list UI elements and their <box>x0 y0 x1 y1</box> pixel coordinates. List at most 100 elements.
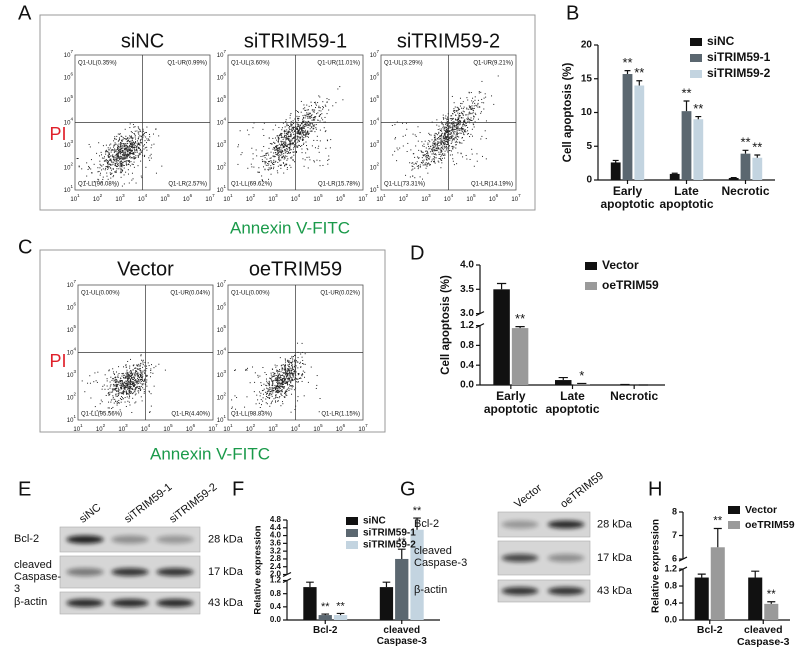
event-dot <box>113 380 114 381</box>
event-dot <box>138 381 139 382</box>
event-dot <box>144 155 145 156</box>
event-dot <box>139 369 140 370</box>
tick-exponent: 1 <box>223 414 226 419</box>
event-dot <box>126 165 127 166</box>
event-dot <box>266 402 267 403</box>
event-dot <box>130 123 131 124</box>
event-dot <box>301 374 302 375</box>
event-dot <box>463 140 464 141</box>
event-dot <box>120 166 121 167</box>
event-dot <box>121 160 122 161</box>
event-dot <box>293 134 294 135</box>
event-dot <box>136 381 137 382</box>
event-dot <box>120 148 121 149</box>
event-dot <box>117 158 118 159</box>
event-dot <box>467 99 468 100</box>
bar <box>380 587 393 620</box>
event-dot <box>301 123 302 124</box>
tick-exponent: 7 <box>223 49 226 54</box>
event-dot <box>135 137 136 138</box>
event-dot <box>272 387 273 388</box>
significance-label: ** <box>321 601 330 613</box>
event-dot <box>266 165 267 166</box>
event-dot <box>97 382 98 383</box>
tick-exponent: 3 <box>275 423 278 428</box>
event-dot <box>117 402 118 403</box>
event-dot <box>98 142 99 143</box>
event-dot <box>306 112 307 113</box>
event-dot <box>480 138 481 139</box>
event-dot <box>81 168 82 169</box>
event-dot <box>309 116 310 117</box>
event-dot <box>454 164 455 165</box>
event-dot <box>119 139 120 140</box>
event-dot <box>275 146 276 147</box>
event-dot <box>304 132 305 133</box>
event-dot <box>141 354 142 355</box>
y-tick-label: 2.4 <box>270 562 282 571</box>
event-dot <box>102 386 103 387</box>
axis-tick-label: 104 <box>67 347 77 356</box>
event-dot <box>407 151 408 152</box>
event-dot <box>291 389 292 390</box>
event-dot <box>413 153 414 154</box>
event-dot <box>305 364 306 365</box>
event-dot <box>432 143 433 144</box>
event-dot <box>478 100 479 101</box>
event-dot <box>287 382 288 383</box>
size-label: 43 kDa <box>597 585 633 597</box>
event-dot <box>125 157 126 158</box>
event-dot <box>493 104 494 105</box>
event-dot <box>426 155 427 156</box>
event-dot <box>289 378 290 379</box>
event-dot <box>454 110 455 111</box>
event-dot <box>124 145 125 146</box>
axis-tick-label: 106 <box>217 72 227 81</box>
event-dot <box>139 365 140 366</box>
event-dot <box>285 121 286 122</box>
event-dot <box>270 160 271 161</box>
event-dot <box>264 389 265 390</box>
event-dot <box>453 129 454 130</box>
lane-label: siTRIM59-2 <box>167 481 219 525</box>
error-bar <box>337 613 345 615</box>
event-dot <box>138 132 139 133</box>
event-dot <box>107 176 108 177</box>
y-tick-label: 4.4 <box>270 523 282 532</box>
axis-tick-label: 106 <box>64 72 74 81</box>
event-dot <box>399 148 400 149</box>
event-dot <box>312 110 313 111</box>
panel-letter: D <box>410 242 424 264</box>
event-dot <box>111 152 112 153</box>
event-dot <box>116 382 117 383</box>
event-dot <box>444 146 445 147</box>
event-dot <box>82 380 83 381</box>
event-dot <box>119 149 120 150</box>
event-dot <box>414 157 415 158</box>
event-dot <box>302 139 303 140</box>
event-dot <box>443 143 444 144</box>
event-dot <box>444 129 445 130</box>
event-dot <box>289 384 290 385</box>
event-dot <box>93 381 94 382</box>
event-dot <box>151 154 152 155</box>
event-dot <box>302 136 303 137</box>
event-dot <box>284 365 285 366</box>
event-dot <box>439 158 440 159</box>
event-dot <box>269 378 270 379</box>
event-dot <box>460 128 461 129</box>
event-dot <box>135 372 136 373</box>
event-dot <box>280 377 281 378</box>
event-dot <box>278 392 279 393</box>
event-dot <box>122 145 123 146</box>
event-dot <box>264 155 265 156</box>
event-dot <box>269 137 270 138</box>
axis-tick-label: 107 <box>217 49 227 58</box>
axis-tick-label: 101 <box>223 193 233 202</box>
event-dot <box>260 407 261 408</box>
event-dot <box>303 371 304 372</box>
event-dot <box>116 136 117 137</box>
event-dot <box>291 131 292 132</box>
event-dot <box>323 107 324 108</box>
